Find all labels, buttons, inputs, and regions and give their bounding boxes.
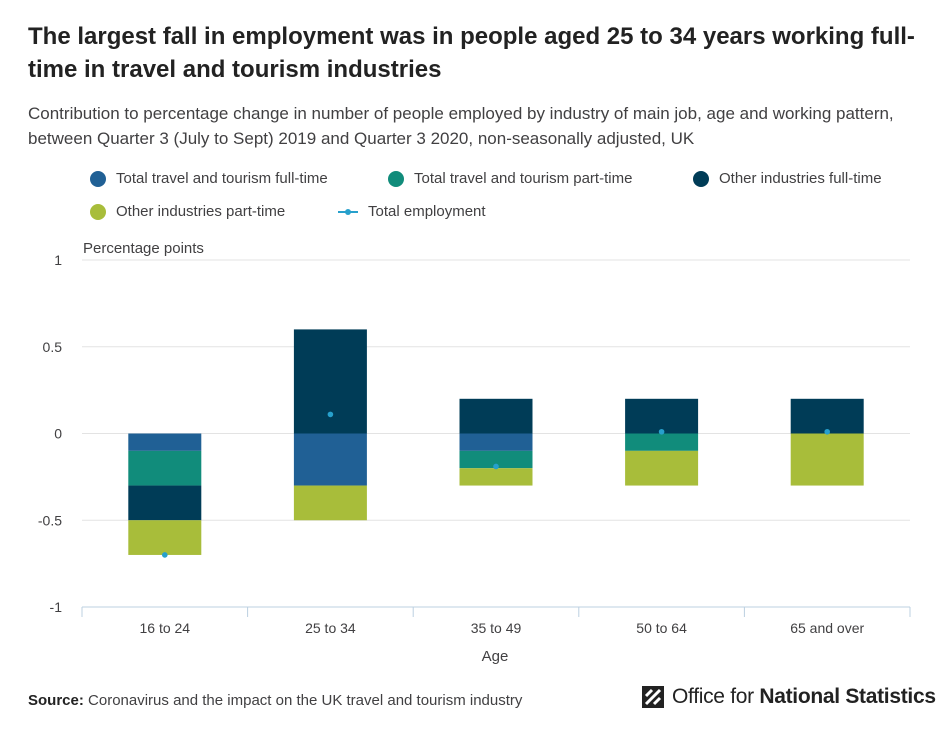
bar-segment[interactable]: [128, 433, 202, 451]
bar-segment[interactable]: [459, 433, 533, 451]
legend-label: Total travel and tourism part-time: [414, 170, 633, 187]
chart-subtitle: Contribution to percentage change in num…: [28, 104, 894, 148]
source-note: Source: Coronavirus and the impact on th…: [28, 692, 522, 709]
bar-segment[interactable]: [625, 398, 699, 434]
x-tick-label: 25 to 34: [305, 620, 356, 636]
logo-text-bold: National Statistics: [759, 685, 936, 708]
legend-label: Total travel and tourism full-time: [116, 170, 328, 187]
legend-swatch: [388, 170, 404, 187]
bar-segment[interactable]: [625, 433, 699, 451]
legend-label: Total employment: [368, 203, 486, 220]
bar-segment[interactable]: [128, 485, 202, 521]
y-tick-label: 0: [54, 426, 62, 442]
total-employment-point[interactable]: [327, 411, 334, 418]
legend-label: Other industries full-time: [719, 170, 882, 187]
ons-logo-text: Office for National Statistics: [672, 685, 936, 709]
y-tick-label: 0.5: [43, 339, 63, 355]
legend-item-other-part-time[interactable]: Other industries part-time: [90, 203, 285, 220]
legend-item-other-full-time[interactable]: Other industries full-time: [693, 170, 882, 187]
bar-segment[interactable]: [128, 450, 202, 486]
bar-segment[interactable]: [293, 329, 367, 434]
bar-segment[interactable]: [790, 433, 864, 486]
bar-segment[interactable]: [128, 520, 202, 555]
x-tick-label: 50 to 64: [636, 620, 687, 636]
total-employment-point[interactable]: [162, 552, 168, 558]
bar-segment[interactable]: [625, 450, 699, 486]
logo-text-regular: Office for: [672, 685, 760, 708]
bars: [128, 329, 864, 555]
total-employment-point[interactable]: [824, 428, 830, 435]
legend-label: Other industries part-time: [116, 203, 286, 220]
bar-segment[interactable]: [293, 485, 367, 521]
legend-item-tt-full-time[interactable]: Total travel and tourism full-time: [90, 170, 328, 187]
x-tick-label: 35 to 49: [471, 620, 522, 636]
bar-segment[interactable]: [459, 398, 533, 434]
ons-logo: Office for National Statistics: [640, 684, 936, 710]
y-tick-label: -0.5: [38, 512, 62, 528]
axes: 1 0.5 0 -0.5 -1 16 to 24 25 to 34 35 to 49 50 to…: [38, 252, 911, 636]
x-tick-label: 16 to 24: [139, 620, 190, 636]
bar-segment[interactable]: [790, 398, 864, 434]
y-tick-label: 1: [54, 252, 62, 268]
stacked-bar-chart: 1 0.5 0 -0.5 -1 16 to 24 25 to 34 35 to 49 50 to…: [38, 240, 911, 665]
legend-item-tt-part-time[interactable]: Total travel and tourism part-time: [388, 170, 632, 187]
bar-segment[interactable]: [293, 433, 367, 486]
legend-line-swatch: [338, 208, 358, 215]
bar-segment[interactable]: [459, 468, 533, 486]
legend-item-total-employment[interactable]: Total employment: [338, 203, 486, 220]
ons-logo-icon: [642, 686, 664, 708]
total-employment-points: [162, 411, 830, 558]
y-axis-label: Percentage points: [83, 240, 204, 257]
y-tick-label: -1: [50, 599, 63, 615]
source-text: Coronavirus and the impact on the UK tra…: [88, 692, 523, 709]
legend-swatch: [90, 170, 106, 187]
bar-segment[interactable]: [459, 450, 533, 469]
source-label: Source:: [28, 692, 84, 709]
total-employment-point[interactable]: [493, 463, 499, 470]
legend-swatch: [90, 203, 106, 220]
legend-swatch: [693, 170, 709, 187]
chart-title: The largest fall in employment was in pe…: [28, 23, 915, 83]
x-axis-label: Age: [482, 648, 509, 665]
x-tick-label: 65 and over: [790, 620, 864, 636]
total-employment-point[interactable]: [658, 428, 665, 435]
